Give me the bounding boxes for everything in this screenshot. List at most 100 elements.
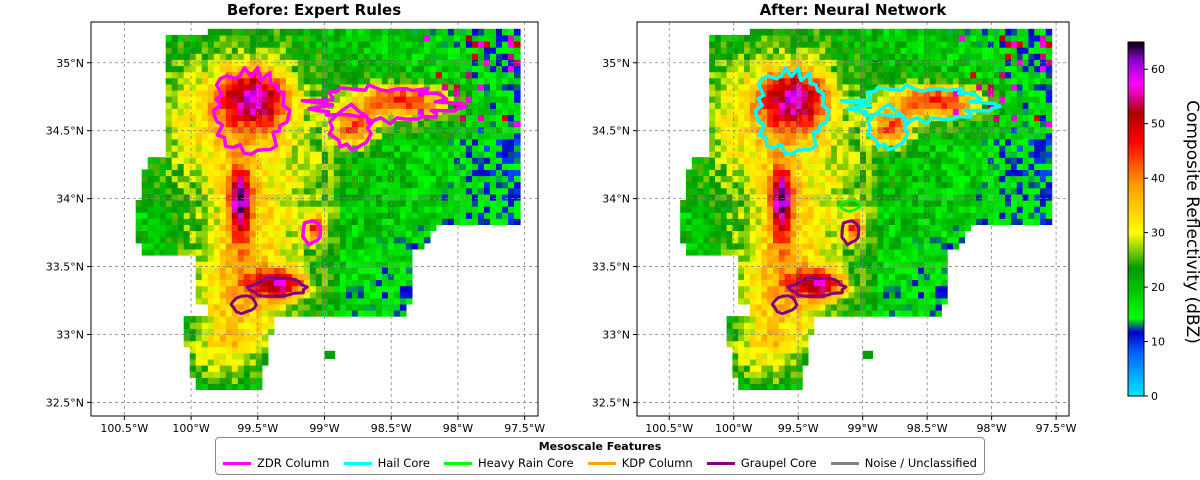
reflectivity-cell xyxy=(952,242,960,250)
reflectivity-cell xyxy=(825,267,832,274)
reflectivity-cell xyxy=(273,108,281,115)
reflectivity-cell xyxy=(375,291,383,299)
reflectivity-cell xyxy=(435,151,443,158)
reflectivity-cell xyxy=(871,175,879,183)
reflectivity-cell xyxy=(375,145,383,152)
reflectivity-cell xyxy=(749,352,757,360)
reflectivity-cell xyxy=(502,138,509,146)
reflectivity-cell xyxy=(478,53,485,60)
reflectivity-cell xyxy=(773,108,780,115)
reflectivity-cell xyxy=(381,200,389,207)
reflectivity-cell xyxy=(231,89,239,97)
reflectivity-cell xyxy=(333,206,341,213)
reflectivity-cell xyxy=(207,126,215,134)
reflectivity-cell xyxy=(441,102,449,109)
reflectivity-cell xyxy=(802,193,809,201)
reflectivity-cell xyxy=(309,285,317,293)
reflectivity-cell xyxy=(472,108,479,115)
reflectivity-cell xyxy=(929,65,937,73)
reflectivity-cell xyxy=(472,187,479,195)
reflectivity-cell xyxy=(195,47,203,54)
reflectivity-cell xyxy=(889,71,896,79)
reflectivity-cell xyxy=(363,41,371,48)
reflectivity-cell xyxy=(405,273,413,280)
reflectivity-cell xyxy=(201,316,209,323)
reflectivity-cell xyxy=(321,206,329,213)
reflectivity-cell xyxy=(894,96,902,103)
reflectivity-cell xyxy=(918,163,925,170)
reflectivity-cell xyxy=(435,28,443,36)
reflectivity-cell xyxy=(339,132,347,140)
reflectivity-cell xyxy=(813,65,821,73)
reflectivity-cell xyxy=(819,169,826,177)
reflectivity-cell xyxy=(755,285,762,293)
reflectivity-cell xyxy=(351,273,359,280)
reflectivity-cell xyxy=(333,255,341,262)
reflectivity-cell xyxy=(207,200,215,207)
reflectivity-cell xyxy=(351,236,359,244)
reflectivity-cell xyxy=(929,297,937,305)
reflectivity-cell xyxy=(261,328,269,336)
reflectivity-cell xyxy=(201,322,209,329)
reflectivity-cell xyxy=(726,126,733,134)
reflectivity-cell xyxy=(255,96,263,103)
reflectivity-cell xyxy=(243,83,251,91)
reflectivity-cell xyxy=(871,206,879,213)
reflectivity-cell xyxy=(279,145,287,152)
reflectivity-cell xyxy=(315,248,323,256)
reflectivity-cell xyxy=(453,206,461,213)
reflectivity-cell xyxy=(923,83,931,91)
reflectivity-cell xyxy=(291,273,299,280)
reflectivity-cell xyxy=(363,310,371,317)
reflectivity-cell xyxy=(744,96,751,103)
reflectivity-cell xyxy=(484,96,491,103)
reflectivity-cell xyxy=(819,108,826,115)
reflectivity-cell xyxy=(153,212,161,219)
reflectivity-cell xyxy=(375,71,383,79)
reflectivity-cell xyxy=(297,138,305,146)
reflectivity-cell xyxy=(813,28,821,36)
reflectivity-cell xyxy=(273,41,281,48)
reflectivity-cell xyxy=(369,126,377,134)
reflectivity-cell xyxy=(807,120,815,128)
reflectivity-cell xyxy=(327,163,335,170)
reflectivity-cell xyxy=(918,175,925,183)
reflectivity-cell xyxy=(912,230,919,238)
reflectivity-cell xyxy=(715,163,722,170)
reflectivity-cell xyxy=(357,279,365,287)
reflectivity-cell xyxy=(423,163,431,170)
reflectivity-cell xyxy=(207,297,215,305)
reflectivity-cell xyxy=(261,340,269,348)
reflectivity-cell xyxy=(912,47,919,54)
reflectivity-cell xyxy=(802,328,809,336)
reflectivity-cell xyxy=(478,218,485,225)
reflectivity-cell xyxy=(135,200,143,207)
reflectivity-cell xyxy=(375,89,383,97)
reflectivity-cell xyxy=(761,255,768,262)
reflectivity-cell xyxy=(761,328,768,336)
reflectivity-cell xyxy=(249,352,257,360)
reflectivity-cell xyxy=(767,297,774,305)
reflectivity-cell xyxy=(303,163,311,170)
reflectivity-cell xyxy=(405,89,413,97)
reflectivity-cell xyxy=(889,261,896,268)
reflectivity-cell xyxy=(381,89,389,97)
reflectivity-cell xyxy=(189,114,197,122)
reflectivity-cell xyxy=(923,102,931,109)
reflectivity-cell xyxy=(923,291,931,299)
reflectivity-cell xyxy=(333,279,341,287)
reflectivity-cell xyxy=(784,346,792,354)
reflectivity-cell xyxy=(375,261,383,268)
reflectivity-cell xyxy=(273,230,281,238)
reflectivity-cell xyxy=(303,297,311,305)
reflectivity-cell xyxy=(309,200,317,207)
reflectivity-cell xyxy=(502,187,509,195)
reflectivity-cell xyxy=(297,200,305,207)
reflectivity-cell xyxy=(285,285,293,293)
reflectivity-cell xyxy=(411,206,419,213)
reflectivity-cell xyxy=(929,151,937,158)
reflectivity-cell xyxy=(860,297,867,305)
reflectivity-cell xyxy=(225,212,233,219)
reflectivity-cell xyxy=(923,126,931,134)
reflectivity-cell xyxy=(447,83,455,91)
